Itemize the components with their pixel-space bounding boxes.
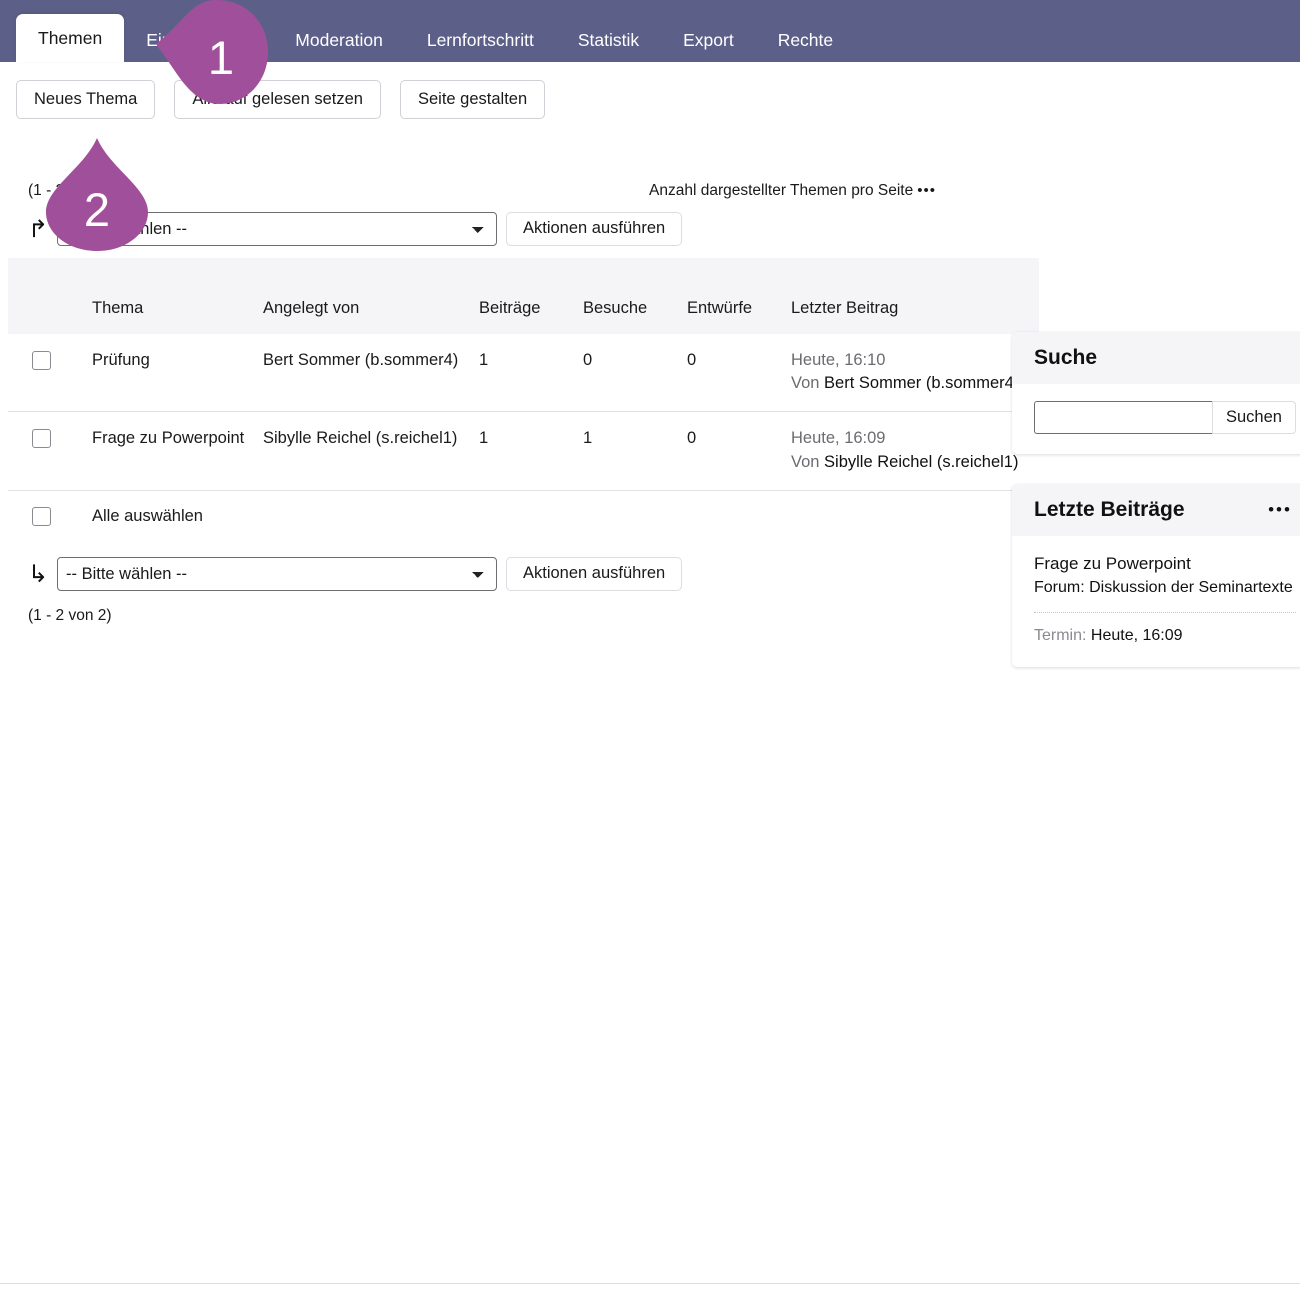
search-button[interactable]: Suchen [1212, 400, 1296, 434]
row-checkbox[interactable] [32, 350, 51, 370]
topics-table-body: Prüfung Bert Sommer (b.sommer4) 1 0 0 He… [8, 333, 1039, 545]
row-beitraege: 1 [471, 333, 575, 413]
row-von-label: Von [791, 374, 820, 393]
header-letzter-beitrag[interactable]: Letzter Beitrag [783, 257, 1039, 334]
row-besuche: 0 [575, 333, 679, 413]
header-beitraege[interactable]: Beiträge [471, 257, 575, 334]
tab-rechte[interactable]: Rechte [777, 30, 834, 50]
recent-post-forum: Forum: Diskussion der Seminartexte [1034, 578, 1293, 596]
main-navigation: Themen Einstellungen Moderation Lernfort… [0, 0, 1300, 62]
table-row[interactable]: Prüfung Bert Sommer (b.sommer4) 1 0 0 He… [8, 333, 1039, 413]
result-count-bottom: (1 - 2 von 2) [28, 606, 112, 624]
header-entwuerfe[interactable]: Entwürfe [679, 257, 783, 334]
topics-content: (1 - 2 von 2) Anzahl dargestellter Theme… [0, 119, 1039, 625]
action-bar-top: ↱ -- Bitte wählen -- Aktionen ausführen [0, 211, 950, 246]
tab-moderation[interactable]: Moderation [295, 30, 383, 50]
row-checkbox-cell [8, 411, 84, 492]
header-besuche[interactable]: Besuche [575, 257, 679, 334]
search-widget: Suche Suchen [1012, 331, 1300, 454]
recent-post-meta-label: Termin: [1034, 627, 1087, 645]
mark-all-read-button[interactable]: Alle auf gelesen setzen [174, 80, 381, 119]
per-page-label: Anzahl dargestellter Themen pro Seite [649, 181, 914, 199]
per-page-setting[interactable]: Anzahl dargestellter Themen pro Seite ••• [649, 182, 936, 200]
bulk-action-select-top[interactable]: -- Bitte wählen -- [57, 211, 497, 246]
row-beitraege: 1 [471, 411, 575, 492]
sidebar: Suche Suchen Letzte Beiträge ••• Frage z… [1012, 331, 1300, 697]
row-last-author[interactable]: Sibylle Reichel (s.reichel1) [824, 452, 1019, 471]
arrow-up-right-icon: ↱ [28, 214, 49, 243]
page-bottom-rule [0, 1283, 1300, 1284]
recent-post-divider [1034, 612, 1296, 614]
search-group: Suchen [1034, 400, 1296, 434]
arrow-down-right-icon: ↳ [28, 559, 49, 588]
run-actions-button-bottom[interactable]: Aktionen ausführen [506, 556, 683, 591]
row-thema[interactable]: Prüfung [84, 333, 255, 413]
page-body: (1 - 2 von 2) Anzahl dargestellter Theme… [0, 119, 1300, 697]
row-last-author[interactable]: Bert Sommer (b.sommer4) [824, 374, 1020, 393]
tab-lernfortschritt[interactable]: Lernfortschritt [426, 30, 534, 50]
select-all-checkbox[interactable] [32, 507, 51, 527]
row-besuche: 1 [575, 411, 679, 492]
row-letzter-beitrag: Heute, 16:09 Von Sibylle Reichel (s.reic… [783, 411, 1039, 492]
row-angelegt-von: Sibylle Reichel (s.reichel1) [255, 411, 471, 492]
new-topic-button[interactable]: Neues Thema [16, 80, 156, 119]
row-last-author-line: Von Bert Sommer (b.sommer4) [791, 372, 1031, 395]
topics-header-row: Thema Angelegt von Beiträge Besuche Entw… [8, 257, 1039, 334]
page-toolbar: Neues Thema Alle auf gelesen setzen Seit… [0, 62, 1300, 119]
row-von-label: Von [791, 452, 820, 471]
recent-post-meta: Termin: Heute, 16:09 [1034, 625, 1296, 647]
row-checkbox-cell [8, 333, 84, 413]
row-entwuerfe: 0 [679, 411, 783, 492]
select-all-label[interactable]: Alle auswählen [92, 507, 203, 526]
recent-post-title[interactable]: Frage zu Powerpoint [1034, 553, 1191, 573]
header-angelegt-von[interactable]: Angelegt von [255, 257, 471, 334]
run-actions-button-top[interactable]: Aktionen ausführen [506, 211, 683, 246]
recent-posts-options-icon[interactable]: ••• [1268, 499, 1292, 519]
search-widget-title: Suche [1034, 345, 1098, 369]
topics-table: Thema Angelegt von Beiträge Besuche Entw… [8, 257, 1039, 545]
recent-posts-header: Letzte Beiträge ••• [1012, 483, 1300, 536]
select-all-checkbox-cell [8, 491, 84, 545]
search-widget-header: Suche [1012, 331, 1300, 384]
row-last-author-line: Von Sibylle Reichel (s.reichel1) [791, 451, 1031, 474]
recent-posts-widget: Letzte Beiträge ••• Frage zu Powerpoint … [1012, 483, 1300, 667]
header-checkbox [8, 257, 84, 334]
topics-table-head: Thema Angelegt von Beiträge Besuche Entw… [8, 257, 1039, 334]
per-page-dots-icon[interactable]: ••• [917, 181, 936, 199]
row-thema[interactable]: Frage zu Powerpoint [84, 411, 255, 492]
row-letzter-beitrag: Heute, 16:10 Von Bert Sommer (b.sommer4) [783, 333, 1039, 413]
header-thema[interactable]: Thema [84, 257, 255, 334]
row-entwuerfe: 0 [679, 333, 783, 413]
search-input[interactable] [1034, 400, 1212, 434]
tab-themen[interactable]: Themen [16, 14, 125, 62]
recent-posts-body: Frage zu Powerpoint Forum: Diskussion de… [1012, 536, 1300, 667]
bulk-action-select-bottom[interactable]: -- Bitte wählen -- [57, 556, 497, 591]
tab-export[interactable]: Export [683, 30, 734, 50]
tab-statistik[interactable]: Statistik [577, 30, 640, 50]
design-page-button[interactable]: Seite gestalten [399, 80, 546, 119]
recent-posts-title: Letzte Beiträge [1034, 497, 1185, 521]
search-widget-body: Suchen [1012, 384, 1300, 454]
row-angelegt-von: Bert Sommer (b.sommer4) [255, 333, 471, 413]
result-count-top: (1 - 2 von 2) [28, 181, 112, 199]
row-last-date: Heute, 16:09 [791, 429, 886, 448]
select-all-row: Alle auswählen [8, 491, 1039, 545]
row-last-date: Heute, 16:10 [791, 350, 886, 369]
action-bar-bottom: ↳ -- Bitte wählen -- Aktionen ausführen [0, 556, 950, 591]
tab-einstellungen[interactable]: Einstellungen [146, 30, 252, 50]
row-checkbox[interactable] [32, 429, 51, 449]
recent-post-meta-value: Heute, 16:09 [1090, 627, 1183, 645]
list-meta-row: (1 - 2 von 2) Anzahl dargestellter Theme… [0, 182, 950, 200]
table-row[interactable]: Frage zu Powerpoint Sibylle Reichel (s.r… [8, 411, 1039, 492]
